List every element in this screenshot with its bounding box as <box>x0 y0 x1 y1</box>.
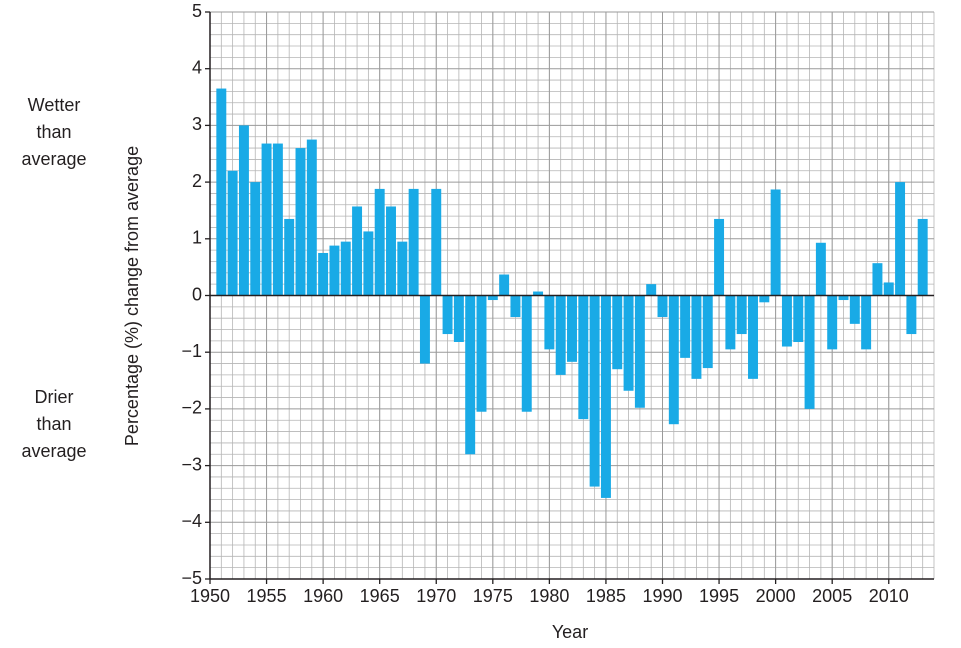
y-tick-label: 3 <box>192 114 202 134</box>
bar <box>397 241 408 296</box>
bar <box>363 231 374 296</box>
bar <box>872 263 883 296</box>
bar <box>227 170 238 296</box>
bar <box>634 295 645 408</box>
x-tick-label: 1960 <box>303 586 343 606</box>
bar <box>419 295 430 364</box>
y-axis-label: Percentage (%) change from average <box>122 146 142 446</box>
bar <box>555 295 566 375</box>
bar <box>567 295 577 362</box>
bar <box>306 139 317 296</box>
bar <box>748 295 758 379</box>
y-tick-label: 5 <box>192 1 202 21</box>
bar <box>770 189 781 296</box>
bar <box>600 295 611 498</box>
bar <box>849 295 860 324</box>
x-tick-label: 2010 <box>869 586 909 606</box>
bar <box>917 218 928 296</box>
bar <box>431 188 442 296</box>
bar <box>793 295 804 342</box>
bar <box>815 242 826 296</box>
bar <box>261 143 272 296</box>
bar <box>216 88 227 296</box>
annotation: than <box>36 122 71 142</box>
bar <box>386 206 396 296</box>
bar <box>759 295 770 303</box>
bar <box>487 295 498 301</box>
bar <box>623 295 634 391</box>
y-tick-label: −3 <box>181 454 202 474</box>
bar <box>804 295 815 409</box>
bar <box>544 295 555 350</box>
bar <box>352 206 363 296</box>
bar <box>702 295 713 369</box>
annotation: Drier <box>35 387 74 407</box>
bar <box>408 188 419 296</box>
bar <box>736 295 747 335</box>
y-tick-label: −1 <box>181 341 202 361</box>
y-tick-label: −2 <box>181 398 202 418</box>
bar <box>883 282 894 296</box>
bar <box>510 295 521 318</box>
bar <box>646 284 657 296</box>
x-tick-label: 1985 <box>586 586 626 606</box>
x-tick-label: 1980 <box>529 586 569 606</box>
annotation: average <box>21 441 86 461</box>
bar <box>895 182 906 296</box>
bar <box>272 143 283 296</box>
bar <box>691 295 702 379</box>
bar <box>612 295 623 370</box>
y-tick-label: −5 <box>181 568 202 588</box>
annotation: than <box>36 414 71 434</box>
bar <box>589 295 600 487</box>
y-tick-label: 4 <box>192 57 202 77</box>
x-tick-label: 2005 <box>812 586 852 606</box>
annotation: average <box>21 149 86 169</box>
x-tick-label: 1975 <box>473 586 513 606</box>
bar <box>318 252 329 296</box>
bar <box>476 295 487 412</box>
y-tick-label: 2 <box>192 171 202 191</box>
bar <box>781 295 792 347</box>
bar <box>657 295 668 318</box>
bar <box>906 295 917 335</box>
bar <box>374 188 385 296</box>
bar <box>340 241 351 296</box>
bar <box>578 295 589 420</box>
bar <box>838 295 849 301</box>
x-tick-label: 1990 <box>642 586 682 606</box>
y-tick-label: −4 <box>181 511 202 531</box>
bar <box>714 218 725 296</box>
bar <box>861 295 872 350</box>
bar <box>725 295 736 350</box>
y-tick-label: 0 <box>192 284 202 304</box>
bar <box>284 218 295 296</box>
bar <box>295 148 306 296</box>
bar <box>329 245 340 296</box>
annotation: Wetter <box>28 95 81 115</box>
bar <box>453 295 464 342</box>
bar <box>238 125 249 296</box>
x-tick-label: 1955 <box>247 586 287 606</box>
bar <box>499 274 510 296</box>
y-tick-label: 1 <box>192 228 202 248</box>
bar <box>442 295 453 335</box>
bar <box>827 295 838 350</box>
x-tick-label: 1995 <box>699 586 739 606</box>
x-axis-label: Year <box>552 622 588 642</box>
bar <box>521 295 532 412</box>
bar <box>668 295 679 425</box>
bar <box>465 295 476 455</box>
bar <box>250 182 261 296</box>
x-tick-label: 1950 <box>190 586 230 606</box>
x-tick-label: 1970 <box>416 586 456 606</box>
x-tick-label: 2000 <box>756 586 796 606</box>
x-tick-label: 1965 <box>360 586 400 606</box>
bar <box>533 291 544 296</box>
bar <box>680 295 691 358</box>
